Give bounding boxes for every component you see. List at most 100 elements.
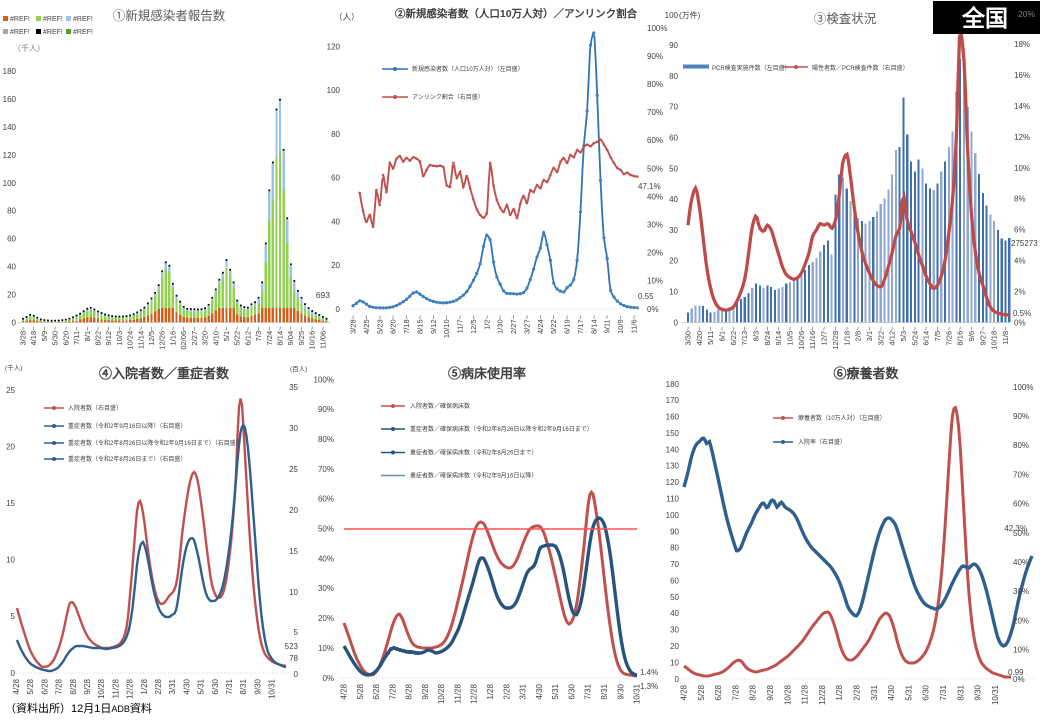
svg-text:入院者数／確保病床数: 入院者数／確保病床数 [410, 402, 470, 410]
svg-text:47.1%: 47.1% [638, 182, 661, 191]
svg-text:8/16~: 8/16~ [956, 326, 965, 346]
svg-text:2/28: 2/28 [853, 684, 862, 700]
svg-text:10%: 10% [1014, 164, 1030, 173]
svg-text:170: 170 [666, 396, 680, 405]
svg-text:⑤病床使用率: ⑤病床使用率 [448, 366, 526, 381]
svg-text:40: 40 [331, 217, 340, 226]
svg-text:4/25~: 4/25~ [362, 314, 371, 334]
svg-text:70: 70 [670, 560, 679, 569]
svg-text:50: 50 [669, 164, 678, 173]
svg-text:4/30: 4/30 [535, 683, 544, 699]
svg-text:8/1~: 8/1~ [83, 326, 92, 341]
svg-text:0%: 0% [1014, 318, 1026, 327]
svg-text:12/5~: 12/5~ [147, 326, 156, 346]
svg-text:4/28: 4/28 [12, 678, 21, 694]
svg-text:4/12~: 4/12~ [888, 326, 897, 346]
svg-text:8/15~: 8/15~ [415, 314, 424, 334]
svg-text:5/22~: 5/22~ [233, 326, 242, 346]
svg-text:11/6~: 11/6~ [630, 314, 639, 333]
svg-text:3/31: 3/31 [519, 683, 528, 699]
svg-text:100: 100 [3, 179, 17, 188]
svg-text:3/27~: 3/27~ [522, 314, 531, 334]
svg-text:40%: 40% [647, 192, 663, 201]
svg-text:（人）: （人） [334, 12, 360, 22]
svg-text:#REF!: #REF! [73, 29, 93, 36]
svg-text:42.3%: 42.3% [1004, 524, 1027, 533]
svg-text:9/28: 9/28 [766, 684, 775, 700]
svg-text:(万件): (万件) [679, 10, 701, 20]
svg-text:5/28: 5/28 [697, 684, 706, 700]
svg-text:0.55: 0.55 [638, 292, 654, 301]
svg-text:7/18~: 7/18~ [402, 314, 411, 334]
svg-text:10/31: 10/31 [268, 678, 277, 699]
svg-text:30%: 30% [647, 221, 663, 230]
svg-text:（千人）: （千人） [13, 43, 45, 53]
svg-text:1.3%: 1.3% [640, 682, 658, 691]
svg-text:50: 50 [670, 593, 679, 602]
svg-text:8/28: 8/28 [69, 678, 78, 694]
svg-text:7/26~: 7/26~ [944, 326, 953, 346]
svg-text:10/28: 10/28 [97, 678, 106, 699]
svg-text:10/16~: 10/16~ [308, 326, 317, 350]
svg-text:3/28~: 3/28~ [19, 326, 28, 346]
svg-text:11/16~: 11/16~ [808, 326, 817, 349]
svg-text:5/1~: 5/1~ [222, 326, 231, 341]
svg-text:9/30: 9/30 [974, 684, 983, 700]
svg-text:60: 60 [331, 174, 340, 183]
svg-text:新規感染者数（人口10万人対）（左目盛）: 新規感染者数（人口10万人対）（左目盛） [412, 65, 524, 73]
svg-text:8/28: 8/28 [749, 684, 758, 700]
svg-text:5/11~: 5/11~ [706, 326, 715, 345]
svg-text:入院率（右目盛）: 入院率（右目盛） [798, 438, 846, 446]
svg-text:9/30: 9/30 [616, 683, 625, 699]
svg-text:2%: 2% [1014, 287, 1026, 296]
svg-text:アンリンク割合（右目盛）: アンリンク割合（右目盛） [412, 93, 484, 101]
svg-text:78: 78 [289, 654, 298, 663]
svg-text:35: 35 [289, 383, 298, 392]
svg-text:8/22~: 8/22~ [94, 326, 103, 346]
svg-text:90%: 90% [1013, 412, 1029, 421]
svg-text:重症者数／確保病床数（令和2年9月16日以降）: 重症者数／確保病床数（令和2年9月16日以降） [410, 472, 537, 480]
svg-text:6/1~: 6/1~ [718, 326, 727, 341]
svg-text:7/31: 7/31 [584, 683, 593, 699]
svg-text:0.99: 0.99 [1008, 668, 1024, 677]
svg-text:4/30: 4/30 [182, 678, 191, 694]
svg-text:20%: 20% [647, 249, 663, 258]
svg-text:5/23~: 5/23~ [375, 314, 384, 334]
svg-text:5/30~: 5/30~ [51, 326, 60, 346]
svg-text:8/31: 8/31 [600, 683, 609, 699]
svg-text:0: 0 [294, 670, 299, 679]
svg-text:重症者数（令和2年9月16日以降）（右目盛）: 重症者数（令和2年9月16日以降）（右目盛） [68, 422, 186, 430]
svg-text:5/9~: 5/9~ [40, 326, 49, 341]
svg-text:8/14~: 8/14~ [276, 326, 285, 346]
svg-text:100%: 100% [647, 24, 667, 33]
svg-text:9/25~: 9/25~ [297, 326, 306, 346]
svg-text:12/7~: 12/7~ [820, 326, 829, 346]
svg-text:6/28: 6/28 [714, 684, 723, 700]
svg-text:80: 80 [7, 207, 16, 216]
svg-text:6/19~: 6/19~ [563, 314, 572, 334]
svg-text:4%: 4% [1014, 257, 1026, 266]
svg-text:0: 0 [12, 318, 17, 327]
svg-text:130: 130 [666, 462, 680, 471]
svg-text:15: 15 [289, 547, 298, 556]
svg-text:8/24~: 8/24~ [763, 326, 772, 346]
svg-text:5/28: 5/28 [356, 683, 365, 699]
svg-text:⑥療養者数: ⑥療養者数 [833, 366, 899, 381]
svg-text:11/14~: 11/14~ [136, 326, 145, 349]
svg-text:1/28: 1/28 [835, 684, 844, 700]
svg-text:60: 60 [7, 235, 16, 244]
svg-text:0: 0 [11, 669, 16, 678]
svg-text:8/31: 8/31 [956, 684, 965, 700]
svg-text:20%: 20% [1013, 616, 1029, 625]
svg-text:20: 20 [669, 257, 678, 266]
svg-text:5/28: 5/28 [26, 678, 35, 694]
svg-text:693: 693 [316, 290, 330, 300]
svg-text:0: 0 [675, 675, 680, 684]
svg-text:10: 10 [669, 288, 678, 297]
svg-text:70%: 70% [1013, 470, 1029, 479]
svg-text:12/28: 12/28 [470, 683, 479, 704]
svg-text:20: 20 [289, 506, 298, 515]
svg-text:100: 100 [666, 511, 680, 520]
svg-text:2/28: 2/28 [502, 683, 511, 699]
svg-text:30: 30 [670, 626, 679, 635]
